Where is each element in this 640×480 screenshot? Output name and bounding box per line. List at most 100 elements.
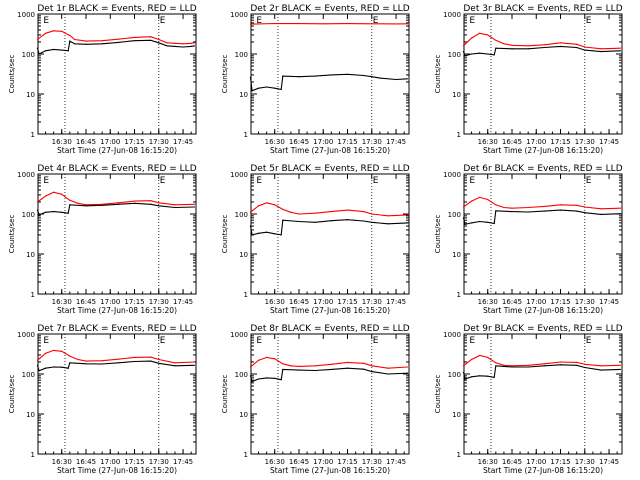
y-tick-label: 10 (239, 411, 248, 419)
data-point-lld (166, 42, 168, 44)
data-point-lld (322, 23, 324, 25)
data-point-events (249, 76, 252, 79)
y-axis-label: Counts/sec (221, 375, 229, 414)
plot-frame (37, 173, 197, 295)
x-axis-label: Start Time (27-Jun-08 16:15:20) (483, 146, 603, 155)
data-point-events (150, 39, 152, 41)
data-point-lld (479, 354, 481, 357)
x-tick-label: 17:15 (550, 298, 570, 306)
data-point-lld (470, 37, 473, 39)
data-point-events (69, 362, 71, 364)
data-point-events (69, 40, 71, 42)
marker-e-label: E (160, 336, 166, 346)
x-tick-label: 17:15 (124, 298, 144, 306)
data-point-lld (314, 365, 316, 367)
data-point-events (584, 366, 586, 369)
data-point-events (166, 45, 168, 47)
data-point-events (85, 43, 87, 45)
data-point-lld (503, 364, 505, 366)
data-point-lld (85, 360, 87, 362)
chart-title: Det 4r BLACK = Events, RED = LLD (37, 164, 196, 174)
data-point-events (406, 372, 408, 374)
data-point-events (479, 375, 481, 377)
series-line-events (36, 202, 195, 216)
series-line-lld (463, 32, 621, 50)
y-tick-label: 10 (452, 411, 461, 419)
x-tick-label: 17:45 (599, 298, 619, 306)
series-line-lld (37, 30, 195, 45)
x-tick-label: 17:30 (575, 138, 595, 146)
x-tick-label: 16:30 (265, 138, 285, 146)
data-point-events (193, 45, 195, 47)
data-point-lld (53, 191, 55, 193)
data-point-lld (543, 205, 545, 207)
chart-title: Det 9r BLACK = Events, RED = LLD (463, 324, 622, 334)
x-tick-label: 17:45 (386, 298, 406, 306)
data-point-events (61, 211, 63, 213)
data-point-lld (619, 364, 621, 366)
x-tick-label: 17:30 (149, 138, 169, 146)
data-point-events (493, 54, 495, 56)
data-point-lld (346, 23, 349, 25)
x-axis-label: Start Time (27-Jun-08 16:15:20) (270, 306, 390, 315)
data-point-lld (44, 32, 47, 34)
data-point-events (67, 367, 69, 369)
data-point-lld (249, 23, 252, 25)
data-point-events (67, 212, 69, 214)
y-tick-label: 100 (235, 211, 248, 219)
x-tick-label: 17:00 (313, 138, 333, 146)
x-tick-label: 16:30 (52, 458, 72, 466)
data-point-events (182, 46, 184, 48)
x-tick-label: 17:30 (149, 458, 169, 466)
data-point-lld (133, 356, 136, 359)
data-point-lld (290, 211, 292, 213)
y-tick-label: 1 (31, 451, 35, 459)
data-point-events (395, 78, 397, 81)
data-point-lld (77, 202, 79, 204)
plot-frame (37, 333, 197, 455)
data-point-events (101, 43, 103, 45)
x-axis-label: Start Time (27-Jun-08 16:15:20) (270, 146, 390, 155)
data-point-events (266, 86, 268, 88)
marker-e-label: E (469, 16, 475, 26)
data-point-lld (69, 355, 71, 357)
y-axis-label: Counts/sec (221, 55, 229, 94)
data-point-lld (371, 213, 373, 215)
y-tick-label: 10 (26, 251, 35, 259)
data-point-events (527, 48, 529, 50)
series-line-lld (37, 191, 195, 206)
data-point-lld (77, 358, 79, 361)
data-point-events (330, 74, 332, 76)
data-point-events (527, 366, 529, 368)
x-axis-label: Start Time (27-Jun-08 16:15:20) (270, 466, 390, 475)
data-point-events (266, 377, 268, 379)
data-point-events (61, 49, 63, 51)
data-point-events (53, 366, 55, 368)
data-point-events (298, 76, 300, 78)
data-point-events (462, 50, 465, 53)
data-point-events (346, 367, 349, 369)
data-point-lld (174, 204, 176, 206)
data-point-lld (249, 366, 252, 368)
data-point-lld (282, 363, 284, 365)
data-point-events (363, 368, 365, 370)
data-point-lld (576, 43, 578, 45)
data-point-events (101, 363, 103, 365)
plot-frame (37, 13, 197, 135)
data-point-events (495, 47, 497, 49)
data-point-lld (150, 36, 152, 38)
data-point-lld (479, 196, 481, 199)
x-tick-label: 17:15 (550, 458, 570, 466)
data-point-events (406, 78, 408, 80)
data-point-lld (158, 38, 160, 41)
x-tick-label: 17:15 (337, 458, 357, 466)
x-tick-label: 17:15 (124, 458, 144, 466)
data-point-events (330, 368, 332, 371)
plot-frame (250, 173, 410, 295)
data-point-events (363, 220, 365, 222)
data-point-events (133, 40, 136, 42)
chart-panel: Det 4r BLACK = Events, RED = LLD 1 10 100 10… (8, 164, 197, 315)
series-line-lld (463, 354, 621, 367)
data-point-lld (193, 42, 195, 44)
plot-frame (250, 333, 410, 455)
